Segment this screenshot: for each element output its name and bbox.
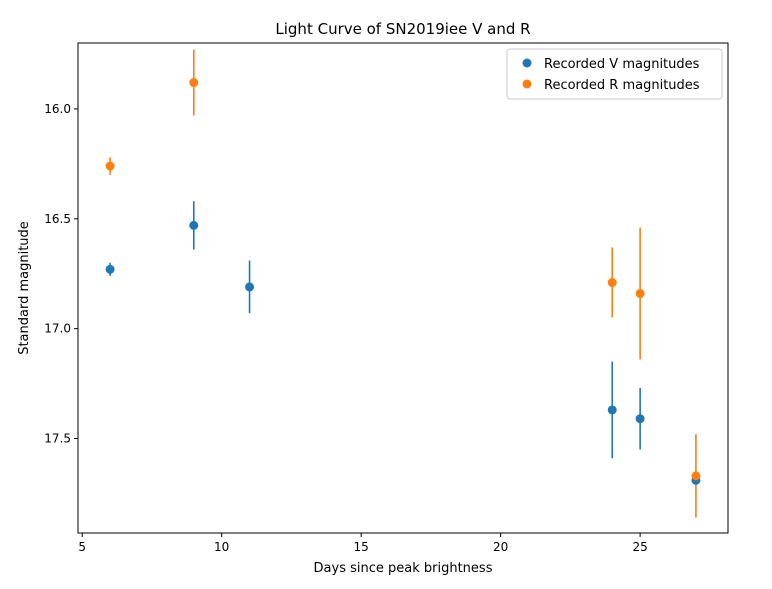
data-points bbox=[105, 78, 701, 485]
y-axis-label: Standard magnitude bbox=[17, 221, 32, 355]
x-tick-label: 25 bbox=[632, 540, 647, 554]
data-point bbox=[189, 78, 199, 88]
y-tick-label: 17.0 bbox=[44, 322, 71, 336]
x-tick-label: 15 bbox=[354, 540, 369, 554]
data-point bbox=[189, 220, 199, 230]
x-axis-ticks: 5 10 15 20 25 bbox=[78, 533, 648, 554]
legend: Recorded V magnitudes Recorded R magnitud… bbox=[506, 48, 723, 100]
data-point bbox=[607, 278, 617, 288]
x-axis-label: Days since peak brightness bbox=[314, 561, 493, 576]
data-point bbox=[635, 414, 645, 424]
x-tick-label: 10 bbox=[214, 540, 229, 554]
legend-marker bbox=[522, 58, 532, 68]
y-tick-label: 16.5 bbox=[44, 212, 71, 226]
data-point bbox=[691, 471, 701, 481]
legend-label: Recorded R magnitudes bbox=[544, 78, 700, 93]
x-tick-label: 5 bbox=[78, 540, 86, 554]
y-tick-label: 17.5 bbox=[44, 432, 71, 446]
legend-label: Recorded V magnitudes bbox=[544, 57, 700, 72]
data-point bbox=[105, 161, 115, 171]
y-axis-ticks: 16.0 16.5 17.0 17.5 bbox=[44, 102, 78, 446]
legend-box bbox=[506, 48, 723, 100]
data-point bbox=[245, 282, 255, 292]
x-tick-label: 20 bbox=[493, 540, 508, 554]
data-point bbox=[607, 405, 617, 415]
data-point bbox=[105, 264, 115, 274]
chart-title: Light Curve of SN2019iee V and R bbox=[275, 20, 530, 38]
plot-area bbox=[77, 42, 729, 534]
data-point bbox=[635, 288, 645, 298]
plot-frame bbox=[77, 42, 729, 534]
legend-marker bbox=[522, 79, 532, 89]
y-tick-label: 16.0 bbox=[44, 102, 71, 116]
